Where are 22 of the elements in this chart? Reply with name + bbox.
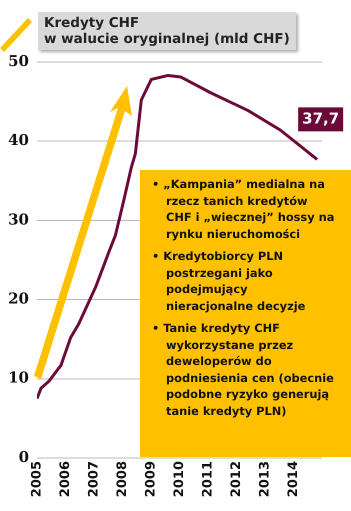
y-tick-label: 50 [8, 52, 29, 70]
x-tick-label: 2009 [143, 461, 158, 498]
annotation: • „Kampania” medialna na rzecz tanich kredytów CHF i „wiecznej” hossy na rynku nieruchomości [152, 176, 335, 242]
x-tick-label: 2012 [228, 461, 244, 498]
x-tick-label: 2011 [200, 461, 216, 498]
x-tick-label: 2006 [58, 461, 73, 498]
x-tick-label: 2005 [29, 461, 44, 498]
x-tick-label: 2007 [86, 461, 102, 498]
chart-title: Kredyty CHF w walucie oryginalnej (mld CHF) [38, 12, 296, 50]
x-tick-label: 2010 [172, 461, 187, 498]
y-tick-label: 0 [18, 448, 29, 466]
y-tick-label: 10 [8, 368, 29, 387]
note-box: • „Kampania” medialna na rzecz tanich kredytów CHF i „wiecznej” hossy na rynku nieruchomości • Kredytobiorcy PLN postrzegani jako podejmujący nieracjonalne decyzje • Tanie kredyty CHF wykorzystane przez deweloperów do podniesienia cen (obecnie podobne ryzyko generują tanie kredyty PLN) [140, 170, 351, 457]
annotation: • Tanie kredyty CHF wykorzystane przez deweloperów do podniesienia cen (obecnie podobne ryzyko generują tanie kredyty PLN) [152, 320, 335, 419]
y-tick-label: 40 [8, 131, 29, 150]
x-tick-label: 2014 [286, 461, 301, 498]
y-tick-label: 20 [8, 289, 29, 308]
data-label: 37,7 [302, 109, 340, 128]
annotation: • Kredytobiorcy PLN postrzegani jako podejmujący nieracjonalne decyzje [152, 248, 306, 314]
x-tick-label: 2013 [257, 461, 272, 498]
y-tick-label: 30 [8, 210, 29, 228]
x-tick-label: 2008 [114, 461, 130, 498]
